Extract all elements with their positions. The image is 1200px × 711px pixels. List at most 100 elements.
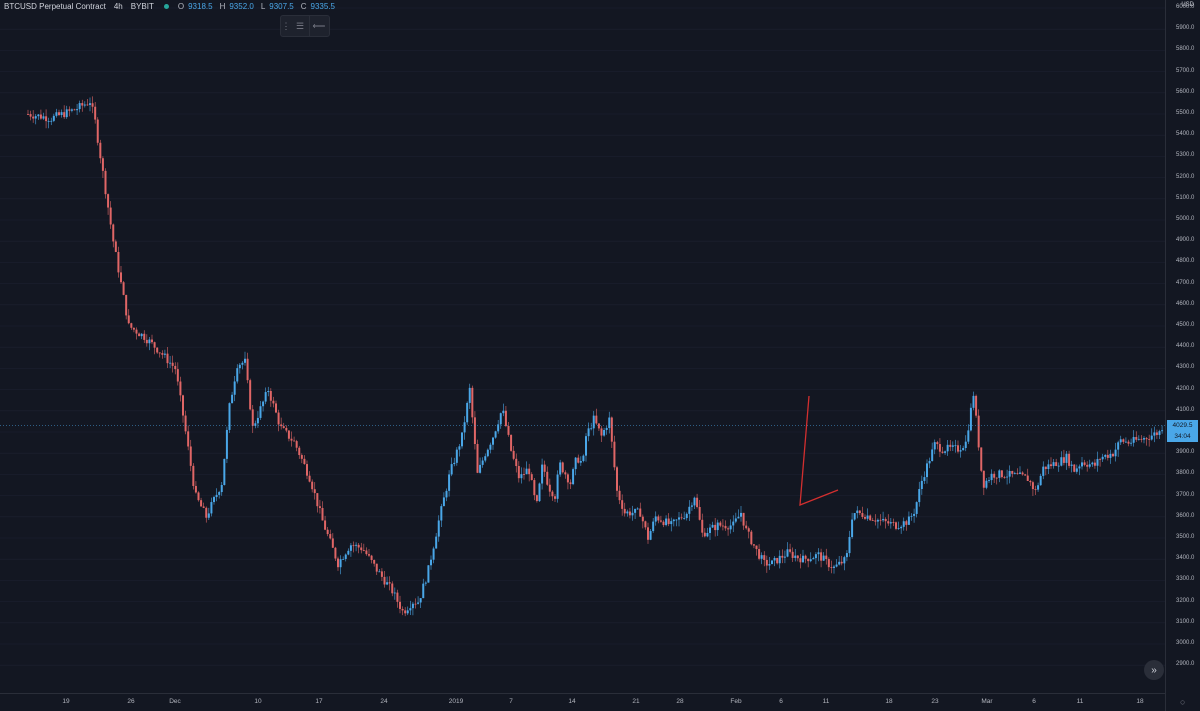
- candle-body: [887, 521, 890, 524]
- candle-body: [223, 458, 226, 485]
- candle-body: [548, 484, 551, 492]
- candle-body: [559, 462, 562, 475]
- candle-body: [783, 556, 786, 558]
- candle-body: [437, 520, 440, 537]
- candle-body: [659, 520, 662, 522]
- candle-body: [473, 417, 476, 445]
- candle-body: [145, 339, 148, 344]
- candle-body: [293, 440, 296, 442]
- candle-body: [63, 112, 66, 118]
- candle-body: [719, 522, 722, 526]
- price-axis[interactable]: USD: [1165, 0, 1200, 711]
- candle-body: [900, 526, 903, 529]
- candle-body: [422, 583, 425, 599]
- time-axis[interactable]: 19 26 Dec 10 17 24 2019 7 14 21 28 Feb 6 11 18 23 Mar 6 11…: [0, 693, 1165, 711]
- candle-body: [1099, 458, 1102, 460]
- candle-body: [853, 513, 856, 520]
- candle-body: [37, 114, 40, 117]
- time-tick-label: 28: [676, 698, 684, 705]
- grip-icon[interactable]: ⋮: [281, 20, 291, 31]
- candle-body: [675, 519, 678, 521]
- candle-body: [331, 538, 334, 548]
- candle-body: [907, 516, 910, 525]
- price-tick-label: 3600.0: [1176, 512, 1195, 519]
- interval-label[interactable]: 4h: [113, 2, 123, 11]
- countdown-label: 34:04: [1167, 430, 1198, 442]
- candle-body: [275, 403, 277, 413]
- candle-body: [414, 603, 417, 605]
- candle-body: [502, 410, 505, 414]
- candle-body: [1088, 464, 1091, 467]
- candle-body: [1065, 453, 1068, 463]
- candle-body: [933, 442, 936, 450]
- candle-body: [843, 557, 846, 564]
- candle-body: [182, 395, 184, 416]
- candle-body: [91, 103, 94, 107]
- candle-body: [1055, 462, 1058, 467]
- candle-body: [479, 464, 482, 473]
- double-chevron-right-icon[interactable]: »: [1144, 660, 1164, 680]
- candle-body: [1052, 462, 1055, 467]
- candle-body: [600, 428, 603, 436]
- candle-body: [78, 103, 81, 110]
- candle-body: [1148, 439, 1151, 440]
- candle-body: [577, 457, 580, 463]
- candle-body: [957, 445, 959, 452]
- candle-body: [406, 610, 409, 614]
- candle-body: [306, 464, 308, 476]
- candle-body: [662, 521, 665, 526]
- candle-body: [998, 470, 1001, 478]
- symbol-name[interactable]: BTCUSD Perpetual Contract: [4, 2, 106, 11]
- candle-body: [812, 558, 815, 560]
- candle-body: [313, 489, 316, 494]
- candle-body: [65, 109, 68, 118]
- candle-body: [652, 521, 655, 532]
- candle-body: [729, 525, 732, 530]
- candle-body: [386, 582, 389, 585]
- candle-body: [647, 527, 649, 540]
- candle-body: [127, 315, 130, 324]
- candle-body: [866, 515, 869, 519]
- line-icon[interactable]: ⟵: [309, 16, 328, 36]
- candle-body: [114, 241, 117, 252]
- candle-body: [1140, 438, 1143, 440]
- list-icon[interactable]: ☰: [295, 20, 305, 31]
- price-tick-label: 5000.0: [1176, 216, 1195, 222]
- time-tick-label: 26: [127, 698, 135, 705]
- annotation-checkmark[interactable]: [799, 395, 839, 506]
- candle-body: [822, 555, 825, 561]
- candle-body: [153, 342, 156, 348]
- time-tick-label: 17: [315, 698, 323, 705]
- price-chart-pane[interactable]: [0, 0, 1165, 693]
- candle-body: [910, 515, 913, 517]
- candle-body: [339, 559, 342, 568]
- candle-body: [618, 490, 621, 501]
- candle-body: [60, 112, 63, 116]
- candle-body: [383, 576, 386, 585]
- candle-body: [489, 444, 492, 450]
- candle-body: [463, 422, 466, 433]
- candle-body: [742, 512, 745, 526]
- candle-body: [721, 525, 724, 527]
- candle-body: [556, 474, 559, 499]
- circle-settings-icon[interactable]: ○: [1180, 697, 1186, 707]
- candle-body: [1155, 432, 1158, 435]
- candle-body: [990, 473, 993, 481]
- candle-body: [39, 114, 42, 119]
- candle-body: [603, 429, 606, 436]
- candle-body: [1039, 475, 1042, 486]
- candle-body: [324, 520, 327, 530]
- candle-body: [218, 492, 221, 495]
- close-value: 9335.5: [310, 2, 335, 11]
- candle-body: [156, 347, 159, 353]
- candle-body: [1124, 441, 1127, 443]
- price-tick-label: 4400.0: [1176, 343, 1195, 350]
- candle-body: [897, 528, 900, 529]
- candle-body: [117, 251, 120, 273]
- candle-body: [876, 519, 879, 522]
- candle-body: [1062, 457, 1065, 463]
- candle-body: [246, 358, 249, 381]
- candle-body: [176, 369, 179, 382]
- candle-body: [582, 455, 585, 462]
- candle-body: [409, 608, 412, 611]
